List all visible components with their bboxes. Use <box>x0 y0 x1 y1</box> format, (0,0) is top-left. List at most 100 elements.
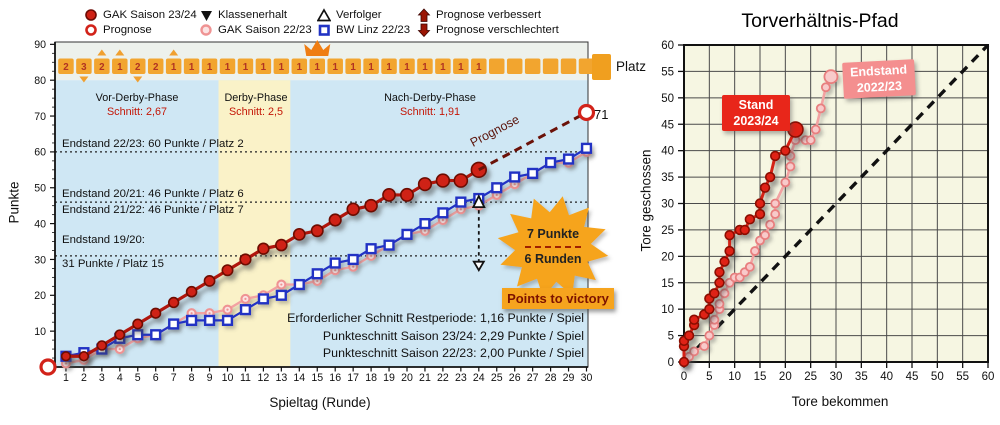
left-axis-ticks: 0102030405060708090123456789101112131415… <box>34 39 592 384</box>
open-blue-square-icon <box>318 24 330 36</box>
svg-text:40: 40 <box>880 371 893 383</box>
legend-label: Prognose verschlechtert <box>436 24 559 36</box>
right-axis-ticks: 0 5 10 15 20 25 30 35 40 45 50 55 60 0 5 10 15 20 25 30 35 40… <box>661 40 994 383</box>
right-x-axis-title: Tore bekommen <box>791 394 889 409</box>
platz-square <box>417 58 433 74</box>
svg-text:25: 25 <box>661 225 674 237</box>
svg-text:60: 60 <box>982 371 995 383</box>
open-black-triangle-up-icon <box>317 8 331 22</box>
open-red-circle-icon <box>85 24 97 36</box>
platz-square <box>255 58 272 74</box>
svg-text:6: 6 <box>153 372 159 384</box>
svg-text:13: 13 <box>275 372 287 384</box>
phase-nach-derby: Nach-Derby-Phase Schnitt: 1,91 <box>330 92 530 119</box>
platz-square <box>273 58 290 74</box>
svg-text:70: 70 <box>34 111 46 123</box>
label-box-endstand-2223: Endstand 2022/23 <box>842 59 916 99</box>
platz-up-triangle-icon <box>169 49 179 56</box>
svg-text:10: 10 <box>728 371 741 383</box>
right-y-axis-title: Tore geschossen <box>638 149 654 252</box>
svg-text:1: 1 <box>440 62 446 73</box>
platz-square <box>58 58 74 74</box>
legend-label: GAK Saison 23/24 <box>103 9 197 21</box>
stat-average-2324: Punkteschnitt Saison 23/24: 2,29 Punkte … <box>322 328 584 343</box>
phase-name: Derby-Phase <box>224 92 288 104</box>
legend-item-klassenerhalt: Klassenerhalt <box>199 8 287 22</box>
platz-square <box>345 58 361 74</box>
svg-text:23: 23 <box>455 372 467 384</box>
left-x-axis-title: Spieltag (Runde) <box>269 395 371 410</box>
phase-vor-derby: Vor-Derby-Phase Schnitt: 2,67 <box>67 92 207 119</box>
dark-red-arrow-up-icon <box>417 8 431 22</box>
svg-text:15: 15 <box>754 371 767 383</box>
svg-text:18: 18 <box>365 372 377 384</box>
svg-text:40: 40 <box>661 146 674 158</box>
platz-square <box>130 58 146 74</box>
svg-text:60: 60 <box>661 40 674 52</box>
svg-text:5: 5 <box>135 372 141 384</box>
platz-square <box>435 58 451 74</box>
svg-text:60: 60 <box>34 147 46 159</box>
prognose-end-value: 71 <box>594 107 609 122</box>
platz-square <box>453 58 469 74</box>
svg-text:15: 15 <box>661 278 674 290</box>
svg-text:1: 1 <box>458 62 464 73</box>
platz-square <box>219 58 236 74</box>
phase-name: Vor-Derby-Phase <box>95 92 179 104</box>
svg-text:14: 14 <box>293 372 305 384</box>
platz-up-triangle-icon <box>115 49 125 56</box>
svg-text:2: 2 <box>63 62 69 73</box>
platz-square <box>309 58 325 74</box>
svg-text:5: 5 <box>706 371 712 383</box>
platz-square <box>471 58 487 74</box>
svg-text:2: 2 <box>135 62 141 73</box>
svg-text:7: 7 <box>171 372 177 384</box>
phase-derby: Derby-Phase Schnitt: 2,5 <box>206 92 306 119</box>
svg-text:50: 50 <box>34 183 46 195</box>
svg-text:15: 15 <box>311 372 323 384</box>
legend-label: BW Linz 22/23 <box>336 24 411 36</box>
legend-item-gak-2223: GAK Saison 22/23 <box>199 23 312 37</box>
svg-text:8: 8 <box>189 372 195 384</box>
phase-schnitt: Schnitt: 2,5 <box>228 105 284 118</box>
platz-square <box>560 58 577 74</box>
platz-square <box>381 58 397 74</box>
svg-text:1: 1 <box>386 62 392 73</box>
svg-text:80: 80 <box>34 75 46 87</box>
svg-text:30: 30 <box>661 199 674 211</box>
legend-item-prognose: Prognose <box>84 23 152 37</box>
crown-icon <box>304 40 331 56</box>
svg-text:11: 11 <box>240 372 251 384</box>
points-to-victory-banner: Points to victory <box>502 288 614 309</box>
svg-text:1: 1 <box>261 62 267 73</box>
svg-text:25: 25 <box>491 372 503 384</box>
platz-square <box>237 58 254 74</box>
platz-square <box>76 58 92 74</box>
stat-average-2223: Punkteschnitt Saison 22/23: 2,00 Punkte … <box>322 346 584 360</box>
svg-text:1: 1 <box>332 62 338 73</box>
legend-item-verfolger: Verfolger <box>317 8 382 22</box>
annotation-endstand-1920-line2: 31 Punkte / Platz 15 <box>62 258 164 270</box>
verfolger-marker <box>471 194 486 272</box>
platz-square <box>363 58 379 74</box>
svg-text:5: 5 <box>668 331 674 343</box>
legend-item-prognose-verbessert: Prognose verbessert <box>417 8 541 22</box>
svg-text:2: 2 <box>81 372 87 384</box>
platz-square <box>147 58 164 74</box>
dark-red-arrow-down-icon <box>417 23 431 37</box>
phase-schnitt: Schnitt: 2,67 <box>106 105 168 118</box>
series-bw-linz-22-23 <box>60 142 593 362</box>
svg-text:55: 55 <box>956 371 969 383</box>
svg-text:20: 20 <box>779 371 792 383</box>
platz-square <box>291 58 308 74</box>
reference-lines <box>55 151 588 257</box>
svg-text:1: 1 <box>243 62 249 73</box>
platz-square <box>542 58 559 74</box>
svg-text:9: 9 <box>207 372 213 384</box>
svg-text:1: 1 <box>171 62 177 73</box>
svg-text:0: 0 <box>668 357 674 369</box>
platz-down-triangle-icon <box>79 76 89 83</box>
platz-square <box>506 58 523 74</box>
